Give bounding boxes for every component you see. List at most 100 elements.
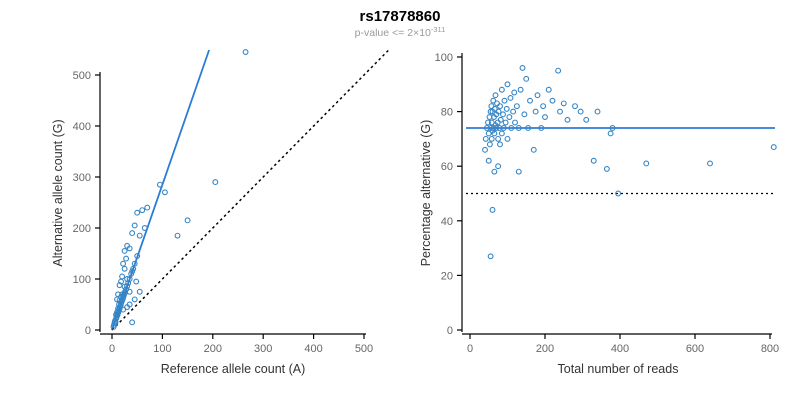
data-point [485,130,492,137]
data-point [485,157,492,164]
x-tick-label: 100 [153,343,171,355]
data-point [134,209,141,216]
data-point [557,108,563,115]
data-point [510,108,517,115]
data-point [495,163,502,170]
data-point [501,97,508,104]
data-point [643,160,650,167]
data-point [532,108,539,115]
data-point [486,141,493,148]
data-point [136,288,143,295]
data-point [489,206,496,213]
data-point [609,125,616,131]
data-point [500,111,506,118]
data-point [129,230,136,237]
data-point [131,260,138,267]
y-tick-label: 200 [73,223,91,235]
y-tick-label: 40 [441,216,453,228]
data-point [115,291,121,298]
x-tick-label: 500 [355,343,373,355]
data-point [515,168,522,175]
data-point [707,160,713,167]
data-point [564,116,571,123]
data-point [121,248,128,254]
data-point [487,108,494,115]
data-point [515,125,522,131]
y-tick-label: 500 [73,70,91,82]
data-point [490,97,497,104]
data-point [506,114,513,121]
data-point [131,296,138,303]
x-tick-label: 200 [536,343,554,355]
data-point [212,179,219,186]
data-point [161,189,168,196]
data-point [242,49,249,55]
left-y-axis-label: Alternative allele count (G) [51,119,65,266]
y-tick-label: 100 [435,52,453,64]
data-point [549,97,556,104]
data-point [513,103,520,110]
data-point [487,253,494,260]
data-point [577,108,584,115]
data-point [126,276,133,282]
data-point [504,135,511,142]
data-point [174,232,181,239]
data-point [121,265,128,272]
data-point [485,119,491,126]
data-point [603,165,610,172]
right-scatter-panel: 0 200 400 600 800 0 20 40 60 80 100 [435,52,780,355]
y-tick-label: 300 [73,172,91,184]
data-point [491,105,498,112]
data-point [770,144,777,151]
data-point [572,103,578,110]
data-point [530,146,537,153]
data-point [491,130,498,137]
data-point [512,119,518,126]
subtitle-prefix: p-value <= 2 [354,27,414,39]
data-point [502,119,509,126]
data-point [497,141,503,148]
y-tick-label: 20 [441,270,453,282]
data-point [525,125,532,131]
data-point [538,125,545,131]
data-point [488,135,495,142]
y-tick-label: 0 [85,325,91,337]
data-point [519,64,526,71]
data-point [560,100,567,107]
y-tick-label: 400 [73,121,91,133]
data-point [527,97,533,104]
data-point [120,260,127,267]
data-point [594,108,601,115]
right-y-axis-label: Percentage alternative (G) [419,120,433,267]
data-point [517,86,524,93]
data-point [498,130,505,137]
x-tick-label: 300 [254,343,272,355]
chart-title: rs17878860 [359,8,441,25]
x-tick-label: 400 [304,343,322,355]
subtitle-base: 10 [419,27,431,39]
data-point [131,222,138,229]
data-point [523,75,530,82]
data-point [590,157,597,164]
data-point [497,103,503,110]
identity-dotted-line [111,49,390,331]
data-point [542,114,548,121]
data-point [504,81,511,88]
data-point [494,100,500,107]
data-point [119,273,126,280]
data-point [607,130,614,137]
subtitle-times-sign: × [413,27,420,39]
x-tick-label: 400 [611,343,629,355]
data-point [545,86,552,93]
y-tick-label: 100 [73,274,91,286]
data-point [126,301,133,308]
data-point [503,105,510,112]
data-point [497,116,504,123]
x-tick-label: 0 [109,343,115,355]
y-tick-label: 80 [441,107,453,119]
data-point [130,265,137,272]
x-tick-label: 800 [761,343,779,355]
data-point [521,111,528,118]
right-x-axis-label: Total number of reads [558,362,679,376]
